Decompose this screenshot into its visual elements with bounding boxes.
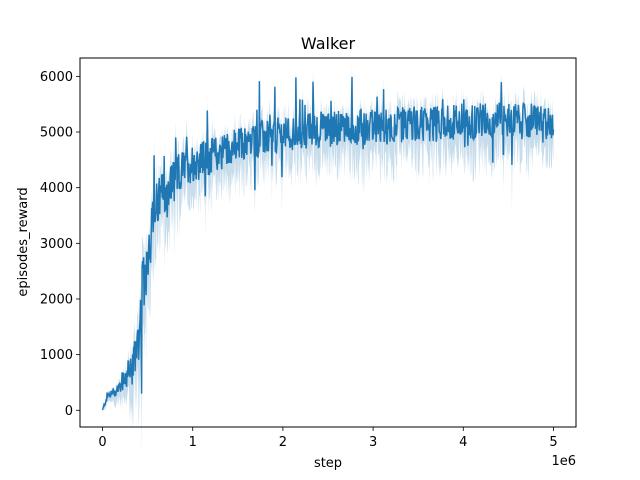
x-axis-label: step (314, 456, 342, 471)
x-tick-label: 1 (189, 435, 197, 450)
chart-title: Walker (301, 34, 356, 53)
y-tick-label: 2000 (40, 292, 73, 307)
x-axis: 0 1 2 3 4 5 (98, 427, 558, 450)
plot-frame (79, 57, 577, 428)
x-tick-label: 4 (459, 435, 467, 450)
y-tick-label: 5000 (40, 126, 73, 141)
y-tick-label: 1000 (40, 348, 73, 363)
x-tick-label: 0 (98, 435, 106, 450)
series-band (102, 61, 554, 455)
y-tick-label: 6000 (40, 70, 73, 85)
x-tick-label: 3 (369, 435, 377, 450)
y-axis: 0 1000 2000 3000 4000 5000 6000 (40, 70, 80, 419)
y-tick-label: 3000 (40, 237, 73, 252)
plot-area (101, 61, 555, 455)
x-offset-label: 1e6 (551, 454, 576, 469)
x-tick-label: 5 (549, 435, 557, 450)
y-tick-label: 4000 (40, 181, 73, 196)
y-tick-label: 0 (65, 404, 73, 419)
x-tick-label: 2 (279, 435, 287, 450)
y-axis-label: episodes_reward (16, 187, 31, 296)
series-line (101, 76, 555, 411)
